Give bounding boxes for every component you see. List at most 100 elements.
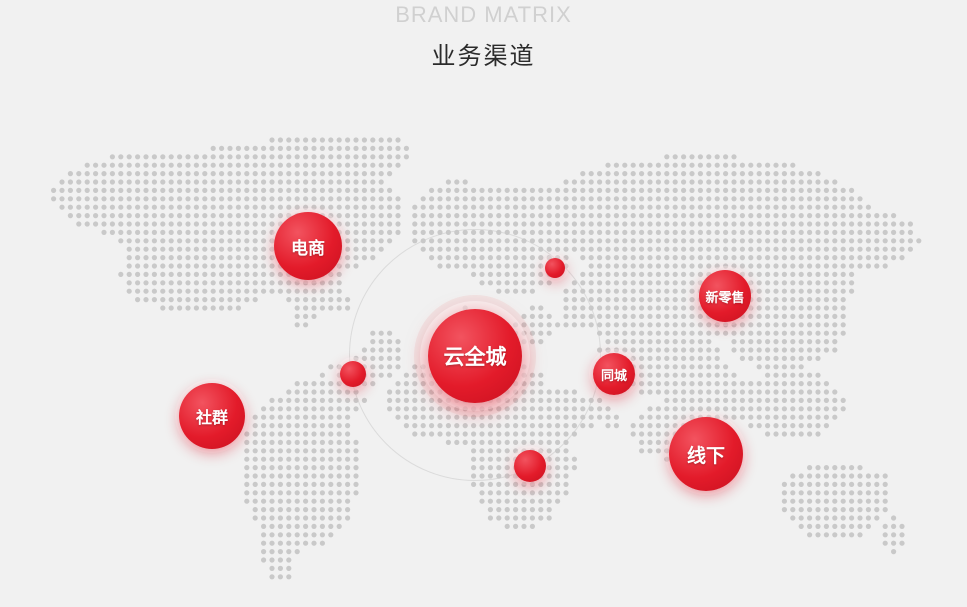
map-dot <box>319 498 325 504</box>
map-dot <box>235 162 241 168</box>
map-dot <box>538 507 544 513</box>
map-dot <box>815 372 821 378</box>
map-dot <box>252 187 258 193</box>
map-dot <box>664 423 670 429</box>
map-dot <box>588 305 594 311</box>
map-dot <box>597 280 603 286</box>
map-dot <box>689 179 695 185</box>
map-dot <box>504 229 510 235</box>
map-dot <box>765 196 771 202</box>
map-dot <box>748 179 754 185</box>
map-dot <box>353 171 359 177</box>
map-dot <box>319 456 325 462</box>
map-dot <box>513 255 519 261</box>
map-dot <box>597 263 603 269</box>
map-dot <box>840 322 846 328</box>
map-dot <box>168 196 174 202</box>
node-social[interactable]: 社群 <box>179 383 245 449</box>
map-dot <box>613 204 620 210</box>
map-dot <box>798 355 804 361</box>
map-dot <box>647 288 653 294</box>
map-dot <box>252 221 258 227</box>
map-dot <box>143 246 149 252</box>
map-dot <box>261 448 267 454</box>
map-dot <box>630 347 636 353</box>
map-dot <box>67 204 73 210</box>
map-dot <box>403 154 409 160</box>
map-dot <box>454 187 460 193</box>
map-dot <box>504 280 510 286</box>
map-dot <box>597 255 603 261</box>
map-dot <box>588 196 594 202</box>
map-dot <box>555 439 561 445</box>
map-dot <box>521 255 527 261</box>
map-dot <box>538 313 544 319</box>
map-dot <box>815 330 821 336</box>
map-dot <box>807 465 813 471</box>
map-dot <box>605 162 611 168</box>
map-dot <box>571 305 578 311</box>
map-dot <box>244 271 250 277</box>
map-dot <box>563 238 569 244</box>
map-dot <box>706 162 712 168</box>
map-dot <box>345 196 351 202</box>
map-dot <box>647 347 653 353</box>
map-dot <box>303 145 309 151</box>
map-dot <box>294 204 300 210</box>
map-dot <box>286 204 292 210</box>
map-dot <box>193 238 199 244</box>
map-dot <box>580 414 586 420</box>
map-dot <box>571 280 578 286</box>
map-dot <box>336 154 342 160</box>
map-dot <box>429 229 435 235</box>
map-dot <box>798 498 804 504</box>
map-dot <box>210 255 216 261</box>
map-dot <box>571 456 578 462</box>
map-dot <box>639 322 645 328</box>
map-dot <box>807 305 813 311</box>
node-new-retail[interactable]: 新零售 <box>699 270 751 322</box>
map-dot <box>143 221 149 227</box>
map-dot <box>277 213 283 219</box>
map-dot <box>76 179 82 185</box>
map-dot <box>261 540 267 546</box>
map-dot <box>185 288 191 294</box>
map-dot <box>177 288 183 294</box>
map-dot <box>639 347 645 353</box>
map-dot <box>403 397 409 403</box>
map-dot <box>882 246 888 252</box>
map-dot <box>907 221 914 227</box>
map-dot <box>563 204 569 210</box>
map-dot <box>370 355 376 361</box>
map-dot <box>462 431 468 437</box>
node-dot-small-3[interactable] <box>514 450 546 482</box>
map-dot <box>664 414 670 420</box>
map-dot <box>378 355 384 361</box>
map-dot <box>672 313 678 319</box>
node-ecommerce[interactable]: 电商 <box>274 212 342 280</box>
map-dot <box>798 523 804 530</box>
map-dot <box>790 498 796 504</box>
node-dot-small-2[interactable] <box>340 361 366 387</box>
node-offline[interactable]: 线下 <box>669 417 743 491</box>
map-dot <box>193 297 199 303</box>
map-dot <box>261 439 267 445</box>
map-dot <box>387 330 393 336</box>
map-dot <box>210 280 216 286</box>
map-dot <box>538 280 544 286</box>
map-dot <box>487 406 493 412</box>
map-dot <box>294 162 300 168</box>
map-dot <box>689 322 695 328</box>
map-dot <box>748 313 754 319</box>
node-hub[interactable]: 云全城 <box>428 309 522 403</box>
map-dot <box>689 355 695 361</box>
map-dot <box>714 322 720 328</box>
map-dot <box>748 187 754 193</box>
map-dot <box>630 305 636 311</box>
map-dot <box>647 372 653 378</box>
map-dot <box>739 339 746 345</box>
map-dot <box>143 280 149 286</box>
node-dot-small-1[interactable] <box>545 258 565 278</box>
map-dot <box>807 431 813 437</box>
node-local[interactable]: 同城 <box>593 353 635 395</box>
